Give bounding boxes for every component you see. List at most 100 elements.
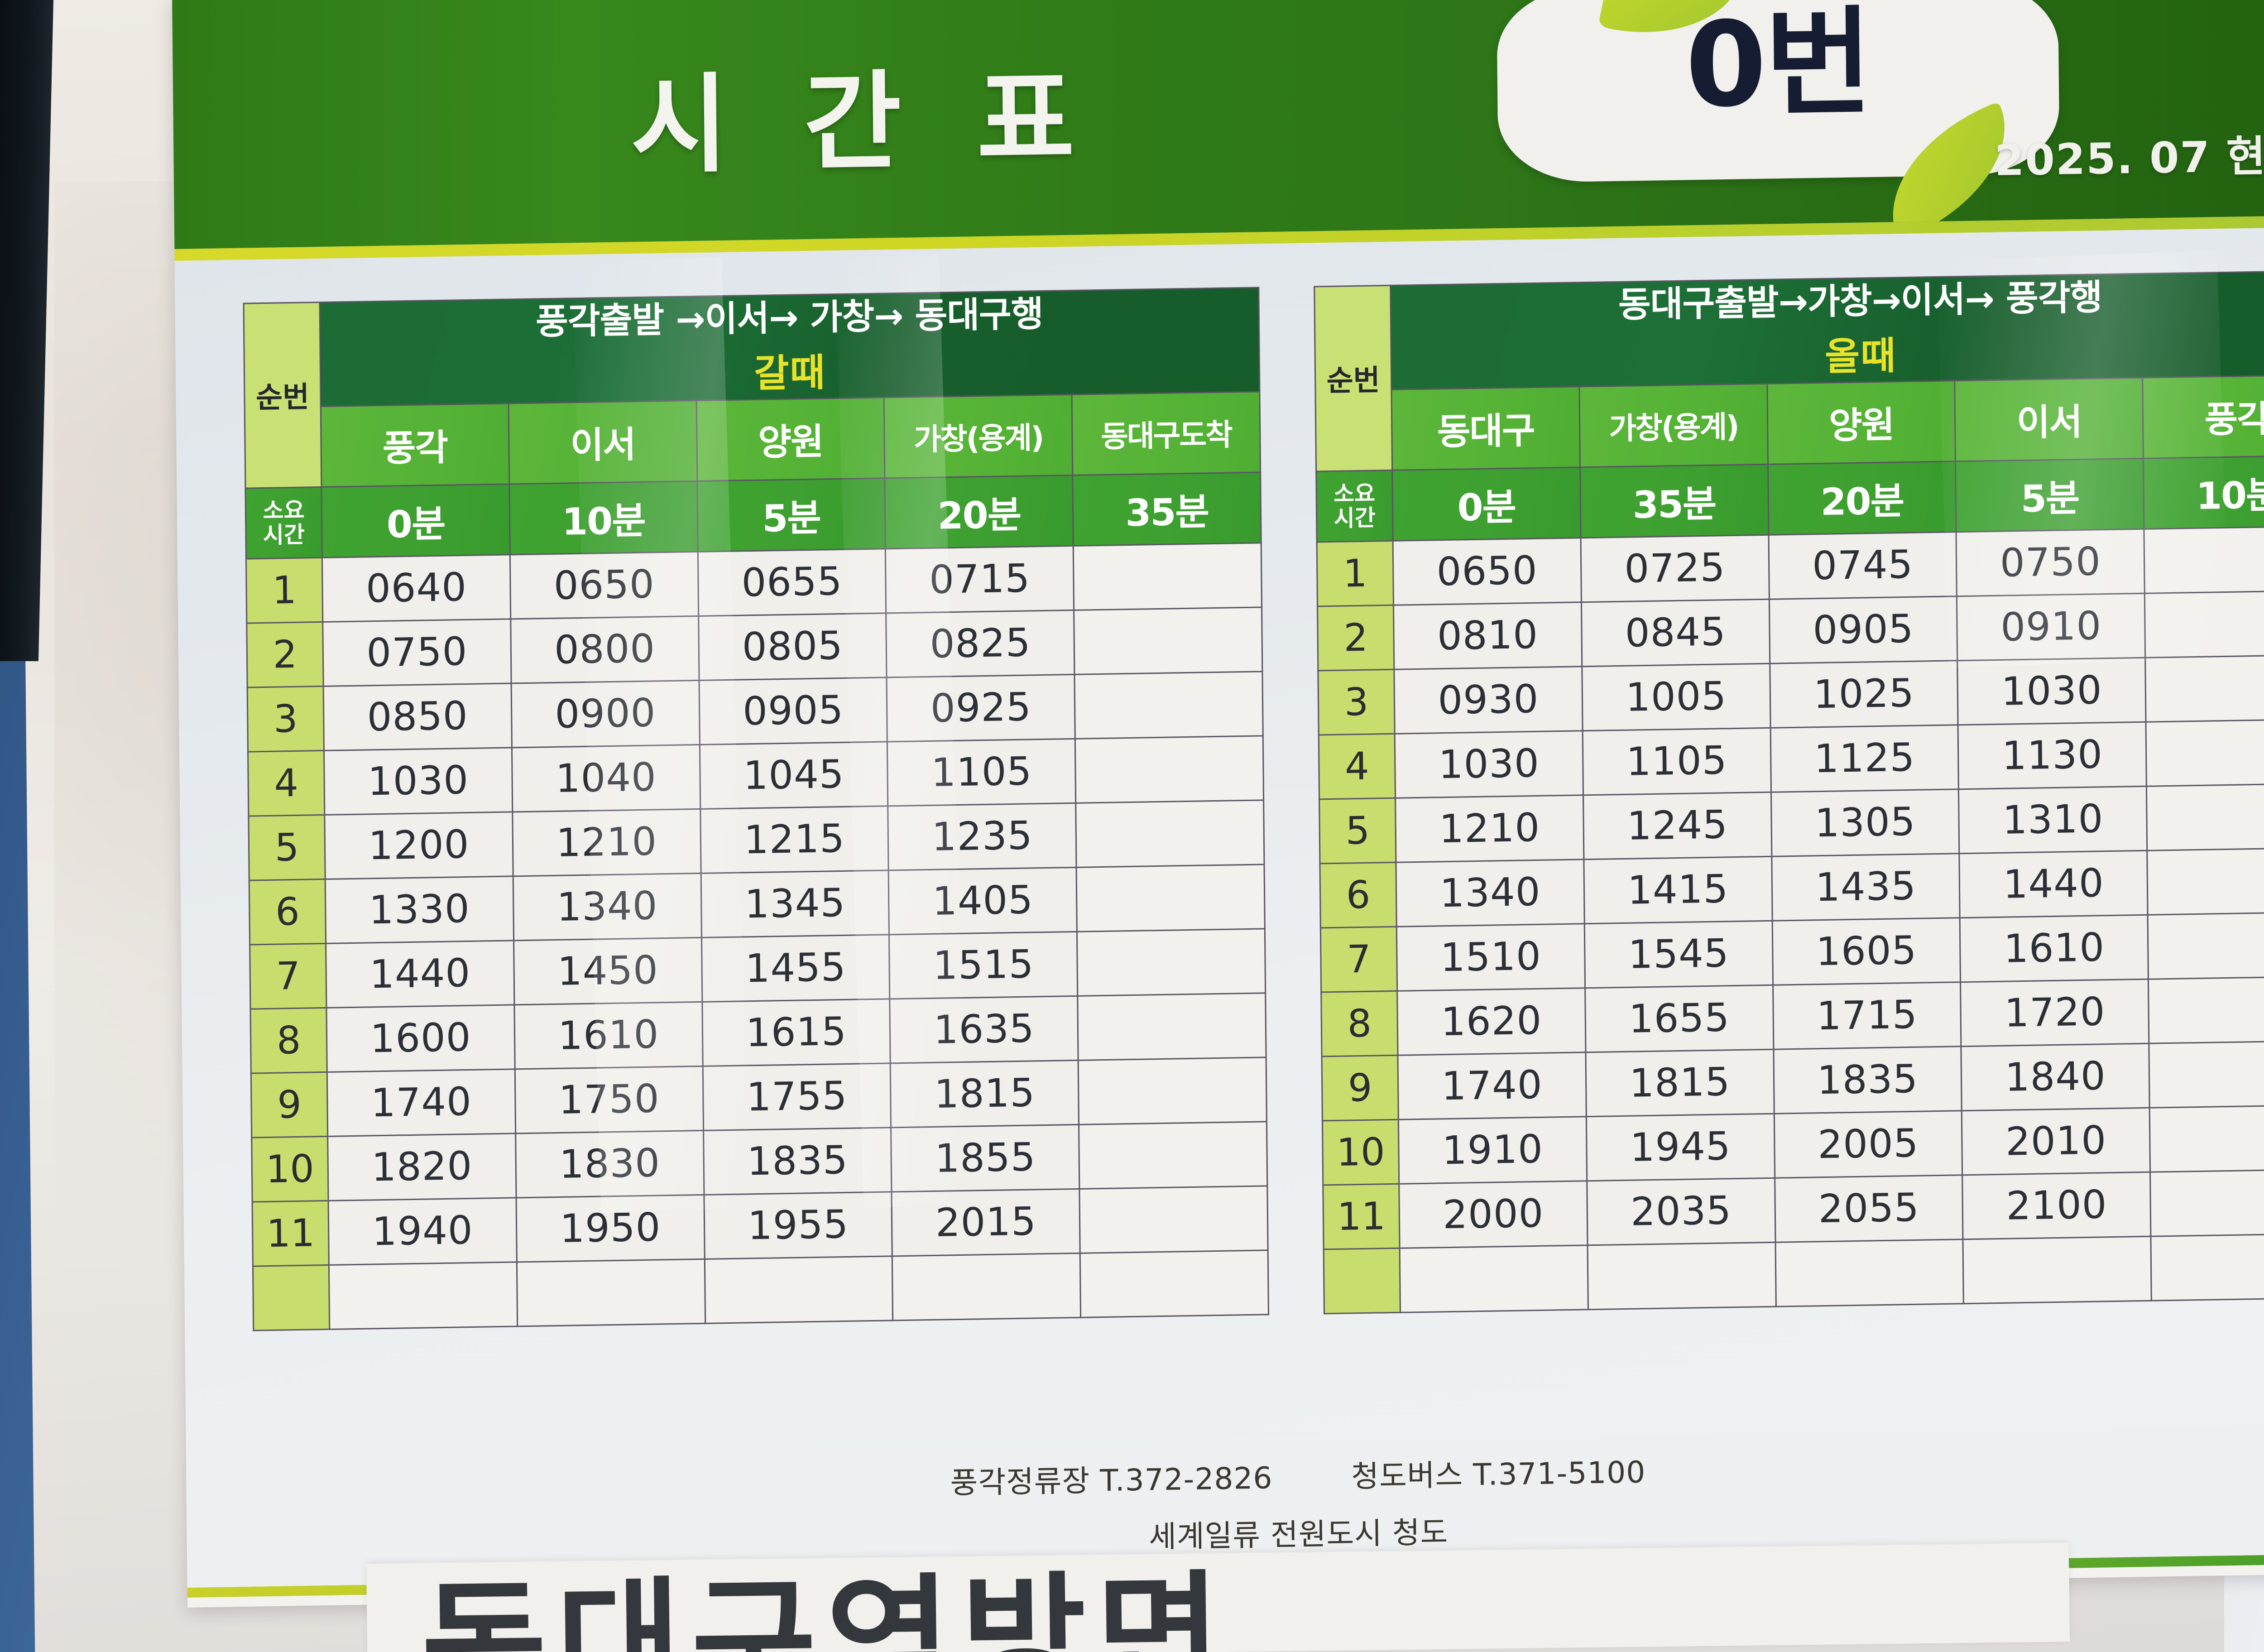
- empty-time-cell: [1400, 1245, 1588, 1312]
- row-number-cell: 9: [1322, 1055, 1399, 1121]
- stop-header-0: 동대구: [1391, 386, 1580, 470]
- duration-row-label: 소요 시간: [245, 487, 322, 559]
- stop-header-1: 이서: [508, 400, 697, 484]
- departure-time-cell: 1815: [890, 1060, 1079, 1128]
- empty-time-cell: [1080, 1250, 1269, 1317]
- departure-time-cell: 1620: [1397, 988, 1586, 1055]
- seq-column-header: 순번: [1314, 285, 1392, 471]
- duration-3: 20분: [885, 475, 1074, 549]
- departure-time-cell: 0750: [322, 619, 511, 687]
- departure-time-cell: 1910: [1398, 1116, 1587, 1184]
- departure-time-cell: 1830: [515, 1130, 704, 1198]
- departure-time-cell: 1210: [1395, 795, 1584, 862]
- footer-spacer: [1283, 1487, 1342, 1488]
- departure-time-cell: 1105: [1582, 727, 1771, 795]
- departure-time-cell: 1510: [1396, 923, 1585, 991]
- row-number-cell: 8: [250, 1007, 327, 1073]
- outbound-schedule-table: 순번 풍각출발 →이서→ 가창→ 동대구행 갈때 풍각 이서 양원 가창: [243, 287, 1270, 1331]
- stop-phone: 풍각정류장 T.372-2826: [950, 1460, 1273, 1501]
- departure-time-cell: 0745: [1768, 532, 1957, 599]
- departure-time-cell: 1615: [702, 999, 891, 1066]
- empty-time-cell: [892, 1253, 1081, 1321]
- table-header-row-stops: 풍각 이서 양원 가창(용계) 동대구도착: [245, 391, 1261, 488]
- departure-time-cell: 1305: [1771, 789, 1960, 856]
- departure-time-cell: 1940: [328, 1197, 517, 1265]
- departure-time-cell: 2100: [1962, 1172, 2151, 1239]
- departure-time-cell: 1005: [1582, 663, 1770, 731]
- departure-time-cell: 1515: [889, 931, 1078, 999]
- stop-header-4: 동대구도착: [1072, 391, 1261, 475]
- departure-time-cell: 0650: [1393, 538, 1582, 605]
- empty-time-cell: [1075, 800, 1264, 867]
- departure-time-cell: 1740: [1398, 1052, 1587, 1119]
- row-number-cell: 3: [1318, 669, 1395, 735]
- departure-time-cell: 0650: [510, 551, 699, 619]
- departure-time-cell: 2035: [1587, 1177, 1775, 1245]
- empty-time-cell: [329, 1262, 518, 1329]
- bus-timetable-poster: 시 간 표 0번 2025. 07 현재: [172, 0, 2264, 1608]
- empty-time-cell: [2146, 783, 2264, 850]
- departure-time-cell: 1815: [1585, 1049, 1774, 1117]
- departure-time-cell: 0925: [887, 674, 1075, 742]
- departure-time-cell: 0910: [1957, 593, 2145, 661]
- timetable-columns: 순번 풍각출발 →이서→ 가창→ 동대구행 갈때 풍각 이서 양원 가창: [243, 270, 2264, 1331]
- departure-time-cell: 1310: [1958, 786, 2147, 854]
- row-number-cell: 1: [246, 557, 323, 623]
- departure-time-cell: 1435: [1771, 853, 1960, 921]
- row-number-cell: 1: [1317, 540, 1394, 606]
- departure-time-cell: 1835: [703, 1127, 892, 1195]
- departure-time-cell: 1440: [1959, 850, 2148, 918]
- empty-time-cell: [1077, 993, 1266, 1060]
- empty-time-cell: [1077, 928, 1266, 996]
- row-number-cell: 10: [251, 1136, 329, 1202]
- stop-header-2: 양원: [696, 397, 885, 481]
- empty-time-cell: [1073, 543, 1262, 610]
- departure-time-cell: 0810: [1393, 602, 1582, 669]
- departure-time-cell: 1600: [326, 1004, 515, 1072]
- departure-time-cell: 1820: [327, 1133, 516, 1201]
- duration-2: 5분: [697, 478, 886, 552]
- row-number-cell: 6: [1319, 862, 1397, 928]
- row-number-cell: 11: [252, 1200, 329, 1266]
- duration-4: 35분: [1072, 472, 1262, 546]
- departure-time-cell: 1955: [704, 1191, 892, 1259]
- empty-time-cell: [2151, 1233, 2264, 1301]
- departure-time-cell: 0905: [1769, 596, 1958, 663]
- page-title: 시 간 표: [630, 57, 1094, 188]
- empty-time-cell: [517, 1258, 705, 1326]
- departure-time-cell: 1040: [512, 744, 700, 812]
- poster-header: 시 간 표 0번 2025. 07 현재: [172, 0, 2264, 249]
- row-number-cell: 6: [249, 879, 326, 945]
- departure-time-cell: 1105: [887, 738, 1076, 806]
- row-number-cell: 4: [248, 750, 325, 816]
- departure-time-cell: 1130: [1958, 721, 2147, 789]
- route-title-header: 동대구출발→가창→이서→ 풍각행 올때: [1390, 270, 2264, 389]
- duration-row-label: 소요 시간: [1316, 470, 1393, 542]
- empty-time-cell: [1079, 1186, 1268, 1253]
- timetable-panel: 순번 풍각출발 →이서→ 가창→ 동대구행 갈때 풍각 이서 양원 가창: [174, 226, 2264, 1461]
- departure-time-cell: 1950: [516, 1194, 705, 1262]
- departure-time-cell: 1245: [1583, 792, 1772, 860]
- departure-time-cell: 1210: [512, 808, 701, 876]
- empty-time-cell: [1074, 607, 1262, 674]
- row-number-cell: 3: [247, 686, 324, 752]
- departure-time-cell: 1450: [513, 937, 702, 1005]
- departure-time-cell: 0715: [885, 545, 1074, 613]
- departure-time-cell: 1415: [1583, 856, 1772, 924]
- row-number-cell: 8: [1321, 990, 1398, 1057]
- row-number-cell: 9: [251, 1071, 328, 1138]
- departure-time-cell: 2010: [1962, 1107, 2150, 1175]
- departure-time-cell: 1750: [515, 1066, 704, 1133]
- departure-time-cell: 1655: [1585, 984, 1774, 1052]
- row-number-cell: [253, 1264, 330, 1330]
- row-number-cell: 2: [1317, 605, 1394, 671]
- row-number-cell: [1324, 1248, 1401, 1314]
- route-number-label: 0번: [1684, 0, 1871, 134]
- empty-time-cell: [2144, 590, 2264, 658]
- duration-0: 0분: [1392, 467, 1581, 541]
- empty-time-cell: [2145, 654, 2264, 722]
- empty-time-cell: [2150, 1169, 2264, 1236]
- departure-time-cell: 1405: [888, 867, 1077, 935]
- row-number-cell: 2: [246, 622, 324, 687]
- departure-time-cell: 1340: [513, 873, 702, 941]
